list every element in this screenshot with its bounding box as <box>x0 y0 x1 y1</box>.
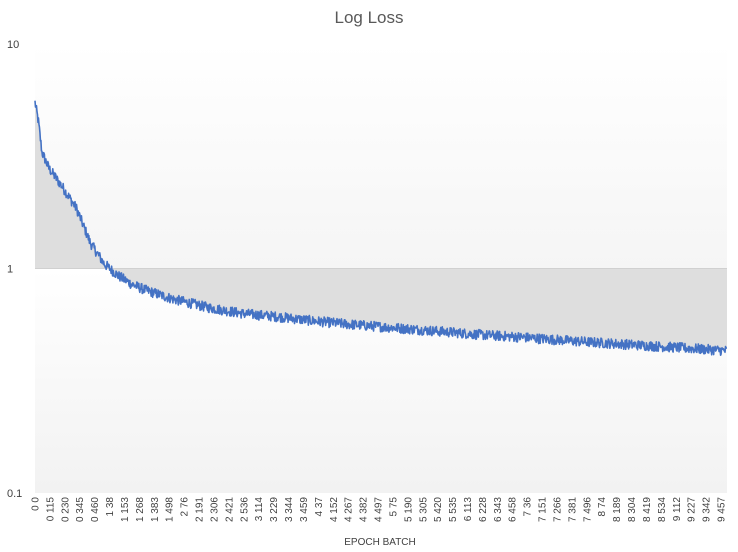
x-tick-label: 1 498 <box>165 497 176 522</box>
x-tick-label: 5 305 <box>418 497 429 522</box>
x-tick-label: 8 534 <box>657 497 668 522</box>
x-tick-label: 4 37 <box>314 497 325 517</box>
x-tick-label: 7 151 <box>538 497 549 522</box>
x-tick-label: 7 36 <box>523 497 534 517</box>
x-tick-label: 8 419 <box>642 497 653 522</box>
x-tick-label: 5 535 <box>448 497 459 522</box>
x-tick-label: 7 496 <box>582 497 593 522</box>
x-tick-label: 2 421 <box>224 497 235 522</box>
x-tick-label: 0 0 <box>31 497 42 511</box>
loss-area-fill <box>35 100 727 356</box>
x-tick-label: 0 460 <box>90 497 101 522</box>
y-tick-label: 0.1 <box>7 488 22 500</box>
x-tick-label: 6 343 <box>493 497 504 522</box>
x-tick-label: 0 345 <box>75 497 86 522</box>
x-tick-label: 8 304 <box>627 497 638 522</box>
x-tick-label: 8 74 <box>597 497 608 517</box>
x-tick-label: 4 382 <box>359 497 370 522</box>
x-tick-label: 2 306 <box>210 497 221 522</box>
x-tick-label: 3 229 <box>269 497 280 522</box>
x-tick-label: 0 230 <box>60 497 71 522</box>
y-axis-ticks: 10 1 0.1 <box>7 39 22 500</box>
x-tick-label: 4 152 <box>329 497 340 522</box>
x-tick-label: 7 381 <box>567 497 578 522</box>
x-tick-label: 2 191 <box>195 497 206 522</box>
x-tick-label: 3 344 <box>284 497 295 522</box>
x-tick-label: 9 457 <box>717 497 728 522</box>
x-tick-label: 6 113 <box>463 497 474 522</box>
loss-line <box>34 100 728 357</box>
loss-series <box>34 100 728 357</box>
x-tick-label: 3 114 <box>254 497 265 522</box>
plot-band-upper <box>35 44 727 269</box>
x-tick-label: 2 536 <box>239 497 250 522</box>
x-tick-label: 1 153 <box>120 497 131 522</box>
x-tick-label: 5 190 <box>403 497 414 522</box>
x-tick-label: 1 38 <box>105 497 116 517</box>
x-tick-label: 5 75 <box>388 497 399 517</box>
x-tick-label: 9 112 <box>672 497 683 522</box>
chart-title: Log Loss <box>335 8 404 27</box>
x-tick-label: 2 76 <box>180 497 191 517</box>
loss-area <box>35 100 727 356</box>
x-tick-label: 6 228 <box>478 497 489 522</box>
x-tick-label: 6 458 <box>508 497 519 522</box>
x-tick-label: 3 459 <box>299 497 310 522</box>
x-tick-label: 8 189 <box>612 497 623 522</box>
x-tick-label: 9 342 <box>702 497 713 522</box>
x-tick-label: 5 420 <box>433 497 444 522</box>
x-tick-label: 1 268 <box>135 497 146 522</box>
x-tick-label: 7 266 <box>553 497 564 522</box>
x-tick-label: 4 497 <box>374 497 385 522</box>
y-tick-label: 1 <box>7 264 13 276</box>
y-tick-label: 10 <box>7 39 19 51</box>
x-axis-label: EPOCH BATCH <box>344 537 416 548</box>
x-tick-label: 9 227 <box>687 497 698 522</box>
x-tick-label: 1 383 <box>150 497 161 522</box>
x-tick-label: 4 267 <box>344 497 355 522</box>
x-tick-label: 0 115 <box>45 497 56 522</box>
